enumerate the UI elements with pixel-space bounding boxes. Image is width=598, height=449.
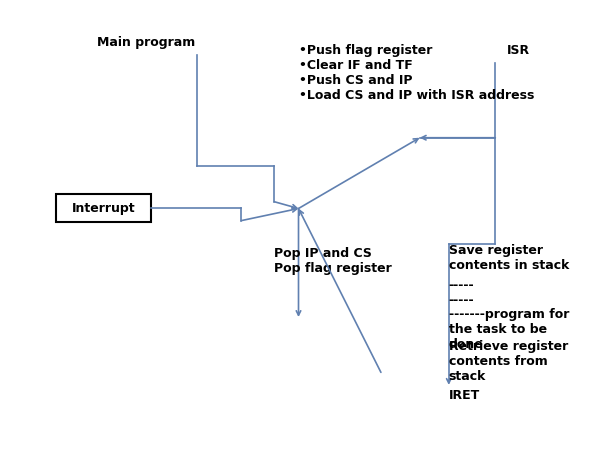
Text: Interrupt: Interrupt	[72, 202, 135, 215]
Text: IRET: IRET	[448, 389, 480, 402]
Text: Retrieve register
contents from
stack: Retrieve register contents from stack	[448, 340, 568, 383]
Text: •Push flag register
•Clear IF and TF
•Push CS and IP
•Load CS and IP with ISR ad: •Push flag register •Clear IF and TF •Pu…	[298, 44, 534, 101]
Text: Pop IP and CS
Pop flag register: Pop IP and CS Pop flag register	[274, 247, 392, 275]
Text: ISR: ISR	[507, 44, 530, 57]
FancyBboxPatch shape	[56, 194, 151, 222]
Text: Main program: Main program	[97, 36, 196, 49]
Text: -------program for
the task to be
done: -------program for the task to be done	[448, 308, 569, 352]
Text: -----: -----	[448, 294, 474, 307]
Text: Save register
contents in stack: Save register contents in stack	[448, 244, 569, 273]
Text: -----: -----	[448, 279, 474, 292]
